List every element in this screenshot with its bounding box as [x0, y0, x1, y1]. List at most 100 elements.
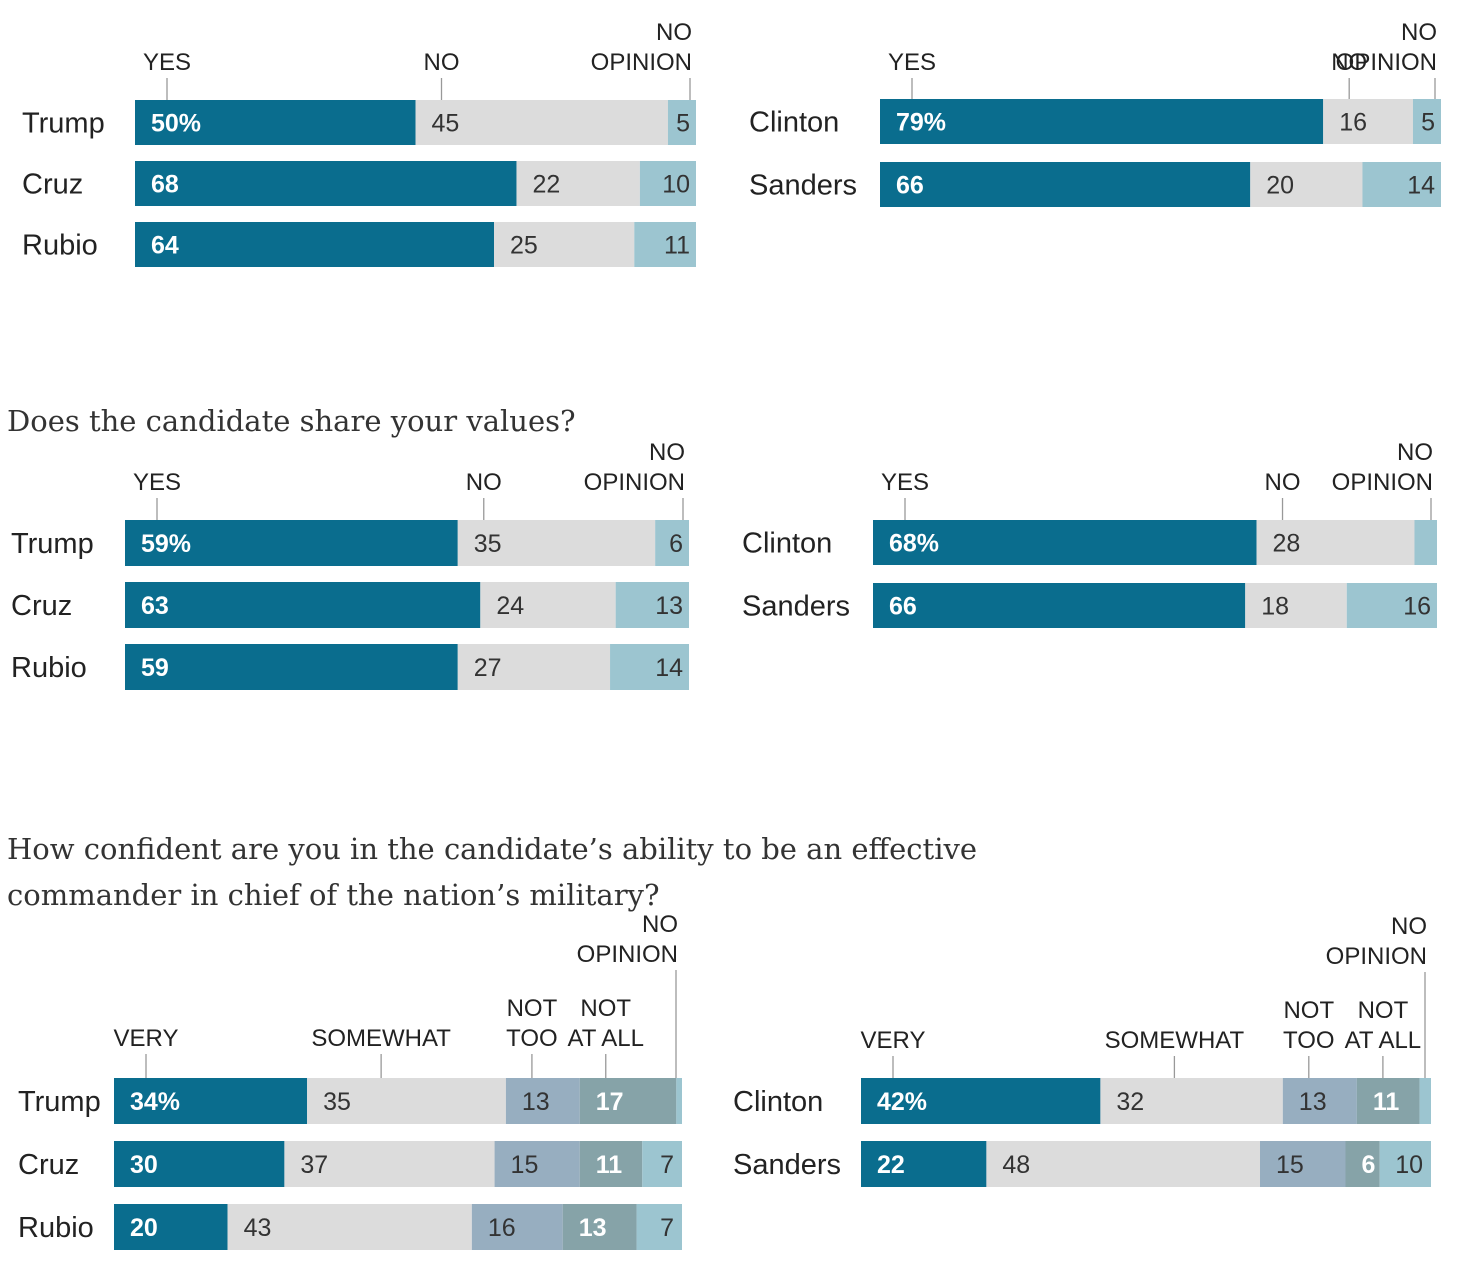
value-label: 43 [244, 1214, 272, 1242]
value-label: 17 [596, 1088, 624, 1116]
bar-clinton-somewhat [1100, 1078, 1283, 1124]
category-label: NO [1397, 439, 1433, 466]
value-label: 6 [1362, 1151, 1376, 1179]
chart-q3-republican: Trump 34% 35 13 17 Cruz 30 37 15 11 7 Rubio 20 43 16 13… [18, 911, 682, 1250]
bar-cruz-no [480, 582, 616, 628]
value-label: 30 [130, 1151, 158, 1179]
candidate-label: Cruz [18, 1149, 79, 1181]
bar-clinton-very [861, 1078, 1101, 1124]
bar-clinton-no [1256, 520, 1415, 565]
bar-clinton-no-opinion [1419, 1078, 1431, 1124]
value-label: 64 [151, 232, 179, 260]
bar-cruz-not-at-all [579, 1141, 643, 1187]
bar-row-cruz: Cruz 68 22 10 [22, 161, 696, 206]
bar-cruz-not-too [494, 1141, 580, 1187]
value-label: 16 [488, 1214, 516, 1242]
category-label: YES [133, 469, 181, 496]
bar-row-clinton: Clinton 68% 28 [742, 520, 1437, 565]
bar-clinton-no-opinion [1412, 99, 1441, 144]
value-label: 79% [896, 109, 946, 137]
value-label: 15 [1276, 1151, 1304, 1179]
bar-row-clinton: Clinton 79% 16 5 [749, 99, 1441, 144]
category-label: NOT [1358, 997, 1409, 1024]
category-headers: VERY SOMEWHAT NOT TOO NOT AT ALL NO OPINION [861, 913, 1427, 1078]
bar-trump-yes [125, 520, 458, 566]
value-label: 50% [151, 110, 201, 138]
chart-q1-republican: Trump 50% 45 5 Cruz 68 22 10 Rubio 64 25 11 YES NO NO O… [22, 19, 696, 267]
value-label: 10 [662, 171, 690, 199]
bar-row-rubio: Rubio 20 43 16 13 7 [18, 1204, 682, 1250]
category-label: OPINION [1332, 469, 1433, 496]
candidate-label: Cruz [22, 169, 83, 201]
chart-q2-democratic: Clinton 68% 28 Sanders 66 18 16 YES NO NO OPINION [742, 439, 1437, 628]
bar-row-trump: Trump 59% 35 6 [11, 520, 689, 566]
category-label: OPINION [591, 49, 692, 76]
value-label: 68% [889, 530, 939, 558]
value-label: 5 [1421, 109, 1435, 137]
bar-trump-no [415, 100, 668, 145]
category-label: VERY [861, 1027, 926, 1054]
bar-trump-not-too [505, 1078, 580, 1124]
category-label: NO [656, 19, 692, 46]
bar-rubio-yes [125, 644, 458, 690]
bar-cruz-yes [125, 582, 481, 628]
value-label: 32 [1116, 1088, 1144, 1116]
value-label: 14 [1407, 172, 1435, 200]
category-label: NO [1331, 49, 1367, 76]
bar-row-trump: Trump 34% 35 13 17 [18, 1078, 682, 1124]
value-label: 20 [1266, 172, 1294, 200]
bar-sanders-very [861, 1141, 987, 1187]
bar-sanders-no [1250, 162, 1363, 207]
value-label: 7 [660, 1214, 674, 1242]
chart-q2-republican: Trump 59% 35 6 Cruz 63 24 13 Rubio 59 27 14 YES NO NO O… [11, 439, 689, 690]
category-label: OPINION [1336, 49, 1437, 76]
value-label: 11 [596, 1151, 623, 1179]
value-label: 37 [300, 1151, 328, 1179]
category-label: AT ALL [1345, 1027, 1422, 1054]
category-label: OPINION [1326, 943, 1427, 970]
candidate-label: Clinton [733, 1086, 823, 1118]
value-label: 13 [579, 1214, 607, 1242]
bar-row-sanders: Sanders 22 48 15 6 10 [733, 1141, 1431, 1187]
value-label: 48 [1002, 1151, 1030, 1179]
question-3-title: How confident are you in the candidate’s… [7, 832, 978, 912]
bar-sanders-somewhat [986, 1141, 1260, 1187]
value-label: 66 [896, 172, 924, 200]
candidate-label: Clinton [749, 107, 839, 139]
value-label: 59% [141, 530, 191, 558]
candidate-label: Rubio [22, 230, 98, 262]
category-headers: VERY SOMEWHAT NOT TOO NOT AT ALL NO OPINION [114, 911, 678, 1078]
candidate-label: Trump [22, 108, 105, 140]
bar-trump-yes [135, 100, 416, 145]
bar-row-cruz: Cruz 30 37 15 11 7 [18, 1141, 682, 1187]
category-headers: YES NO NO OPINION [881, 439, 1433, 520]
bar-sanders-not-at-all [1345, 1141, 1380, 1187]
bar-rubio-no-opinion [634, 222, 696, 267]
value-label: 25 [510, 232, 538, 260]
value-label: 20 [130, 1214, 158, 1242]
category-label: TOO [506, 1025, 558, 1052]
bar-row-clinton: Clinton 42% 32 13 11 [733, 1078, 1431, 1124]
category-headers: YES NO NO OPINION [133, 439, 685, 520]
value-label: 15 [511, 1151, 539, 1179]
category-label: YES [143, 49, 191, 76]
bar-rubio-no-opinion [636, 1204, 682, 1250]
value-label: 16 [1403, 593, 1431, 621]
value-label: 22 [532, 171, 560, 199]
bar-trump-very [114, 1078, 308, 1124]
bar-sanders-yes [880, 162, 1251, 207]
candidate-label: Rubio [18, 1212, 94, 1244]
category-label: NO [1391, 913, 1427, 940]
bar-rubio-somewhat [227, 1204, 472, 1250]
value-label: 28 [1273, 530, 1301, 558]
bar-rubio-very [114, 1204, 228, 1250]
bar-row-rubio: Rubio 64 25 11 [22, 222, 696, 267]
bar-clinton-yes [873, 520, 1257, 565]
value-label: 16 [1339, 109, 1367, 137]
bar-rubio-not-at-all [562, 1204, 637, 1250]
bar-trump-not-at-all [579, 1078, 677, 1124]
bar-rubio-not-too [471, 1204, 563, 1250]
value-label: 66 [889, 593, 917, 621]
bar-cruz-yes [135, 161, 517, 206]
category-label: NO [1265, 469, 1301, 496]
